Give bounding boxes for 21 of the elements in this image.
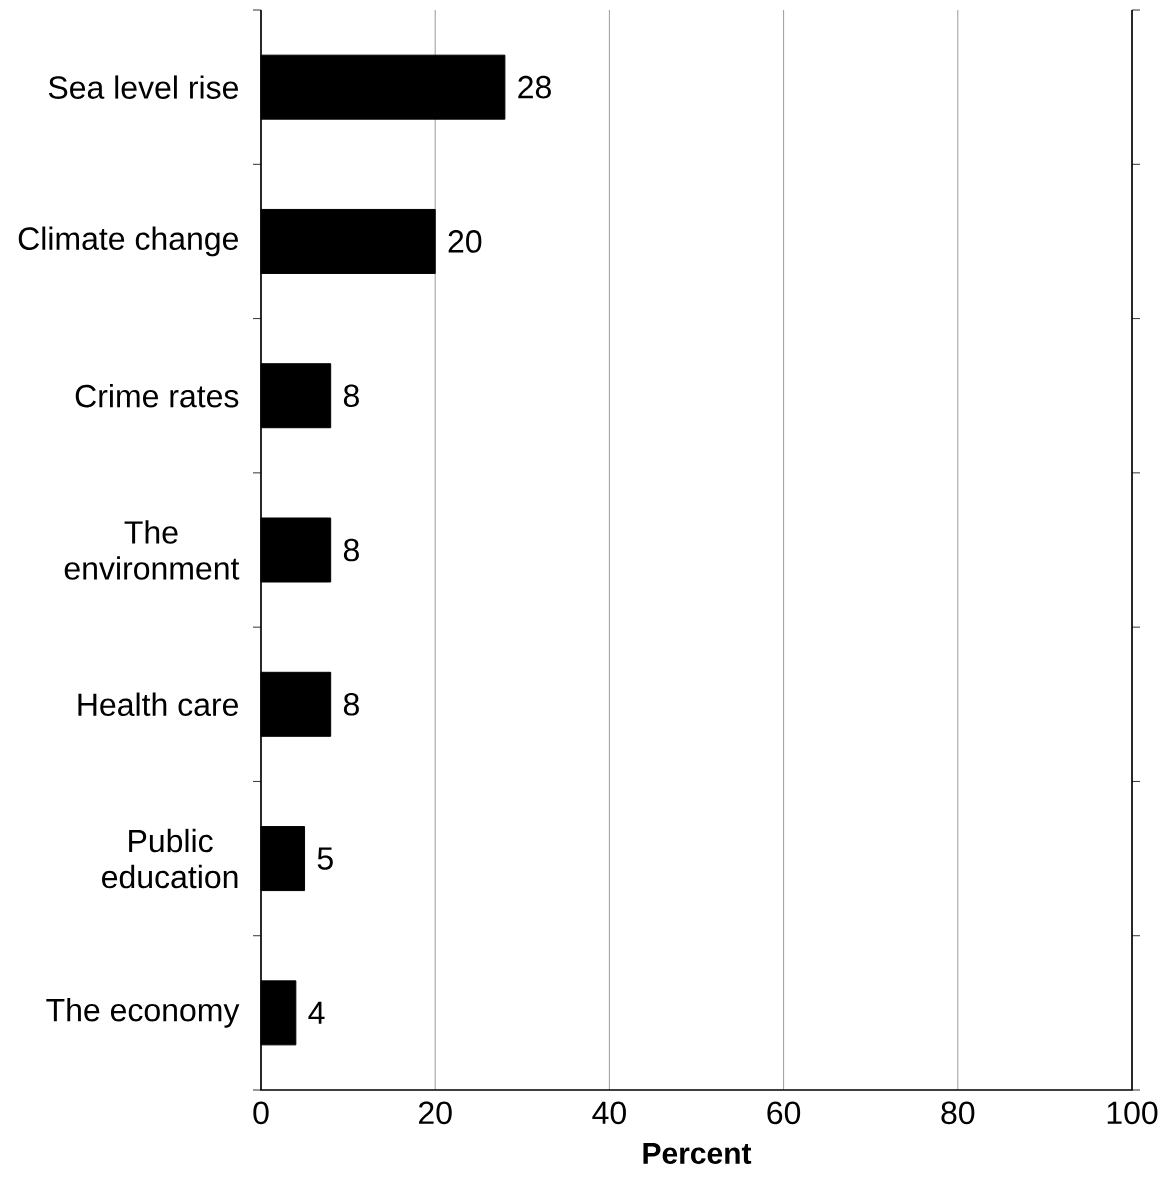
data-label: 8 [343,692,359,716]
y-tick-label: Sea level rise [48,75,238,99]
y-tick-label: Public education [102,828,238,889]
y-tick-label: The environment [64,520,240,580]
x-axis-title: Percent [643,1143,752,1164]
x-tick-label: 20 [419,1101,452,1125]
y-tick-label: Crime rates [75,383,239,408]
data-label: 8 [343,538,359,562]
data-label: 20 [448,230,482,253]
x-tick-label: 0 [253,1101,269,1125]
x-tick-label: 80 [941,1101,975,1125]
data-label: 5 [317,847,333,870]
data-label: 28 [518,75,551,99]
x-tick-label: 40 [592,1101,626,1125]
x-tick-label: 60 [767,1101,801,1125]
y-tick-label: The economy [46,997,240,1028]
x-tick-label: 100 [1107,1101,1158,1125]
y-tick-label: Health care [78,692,238,717]
data-label: 4 [308,1001,325,1024]
y-tick-label: Climate change [18,226,238,257]
data-label: 8 [343,384,359,408]
